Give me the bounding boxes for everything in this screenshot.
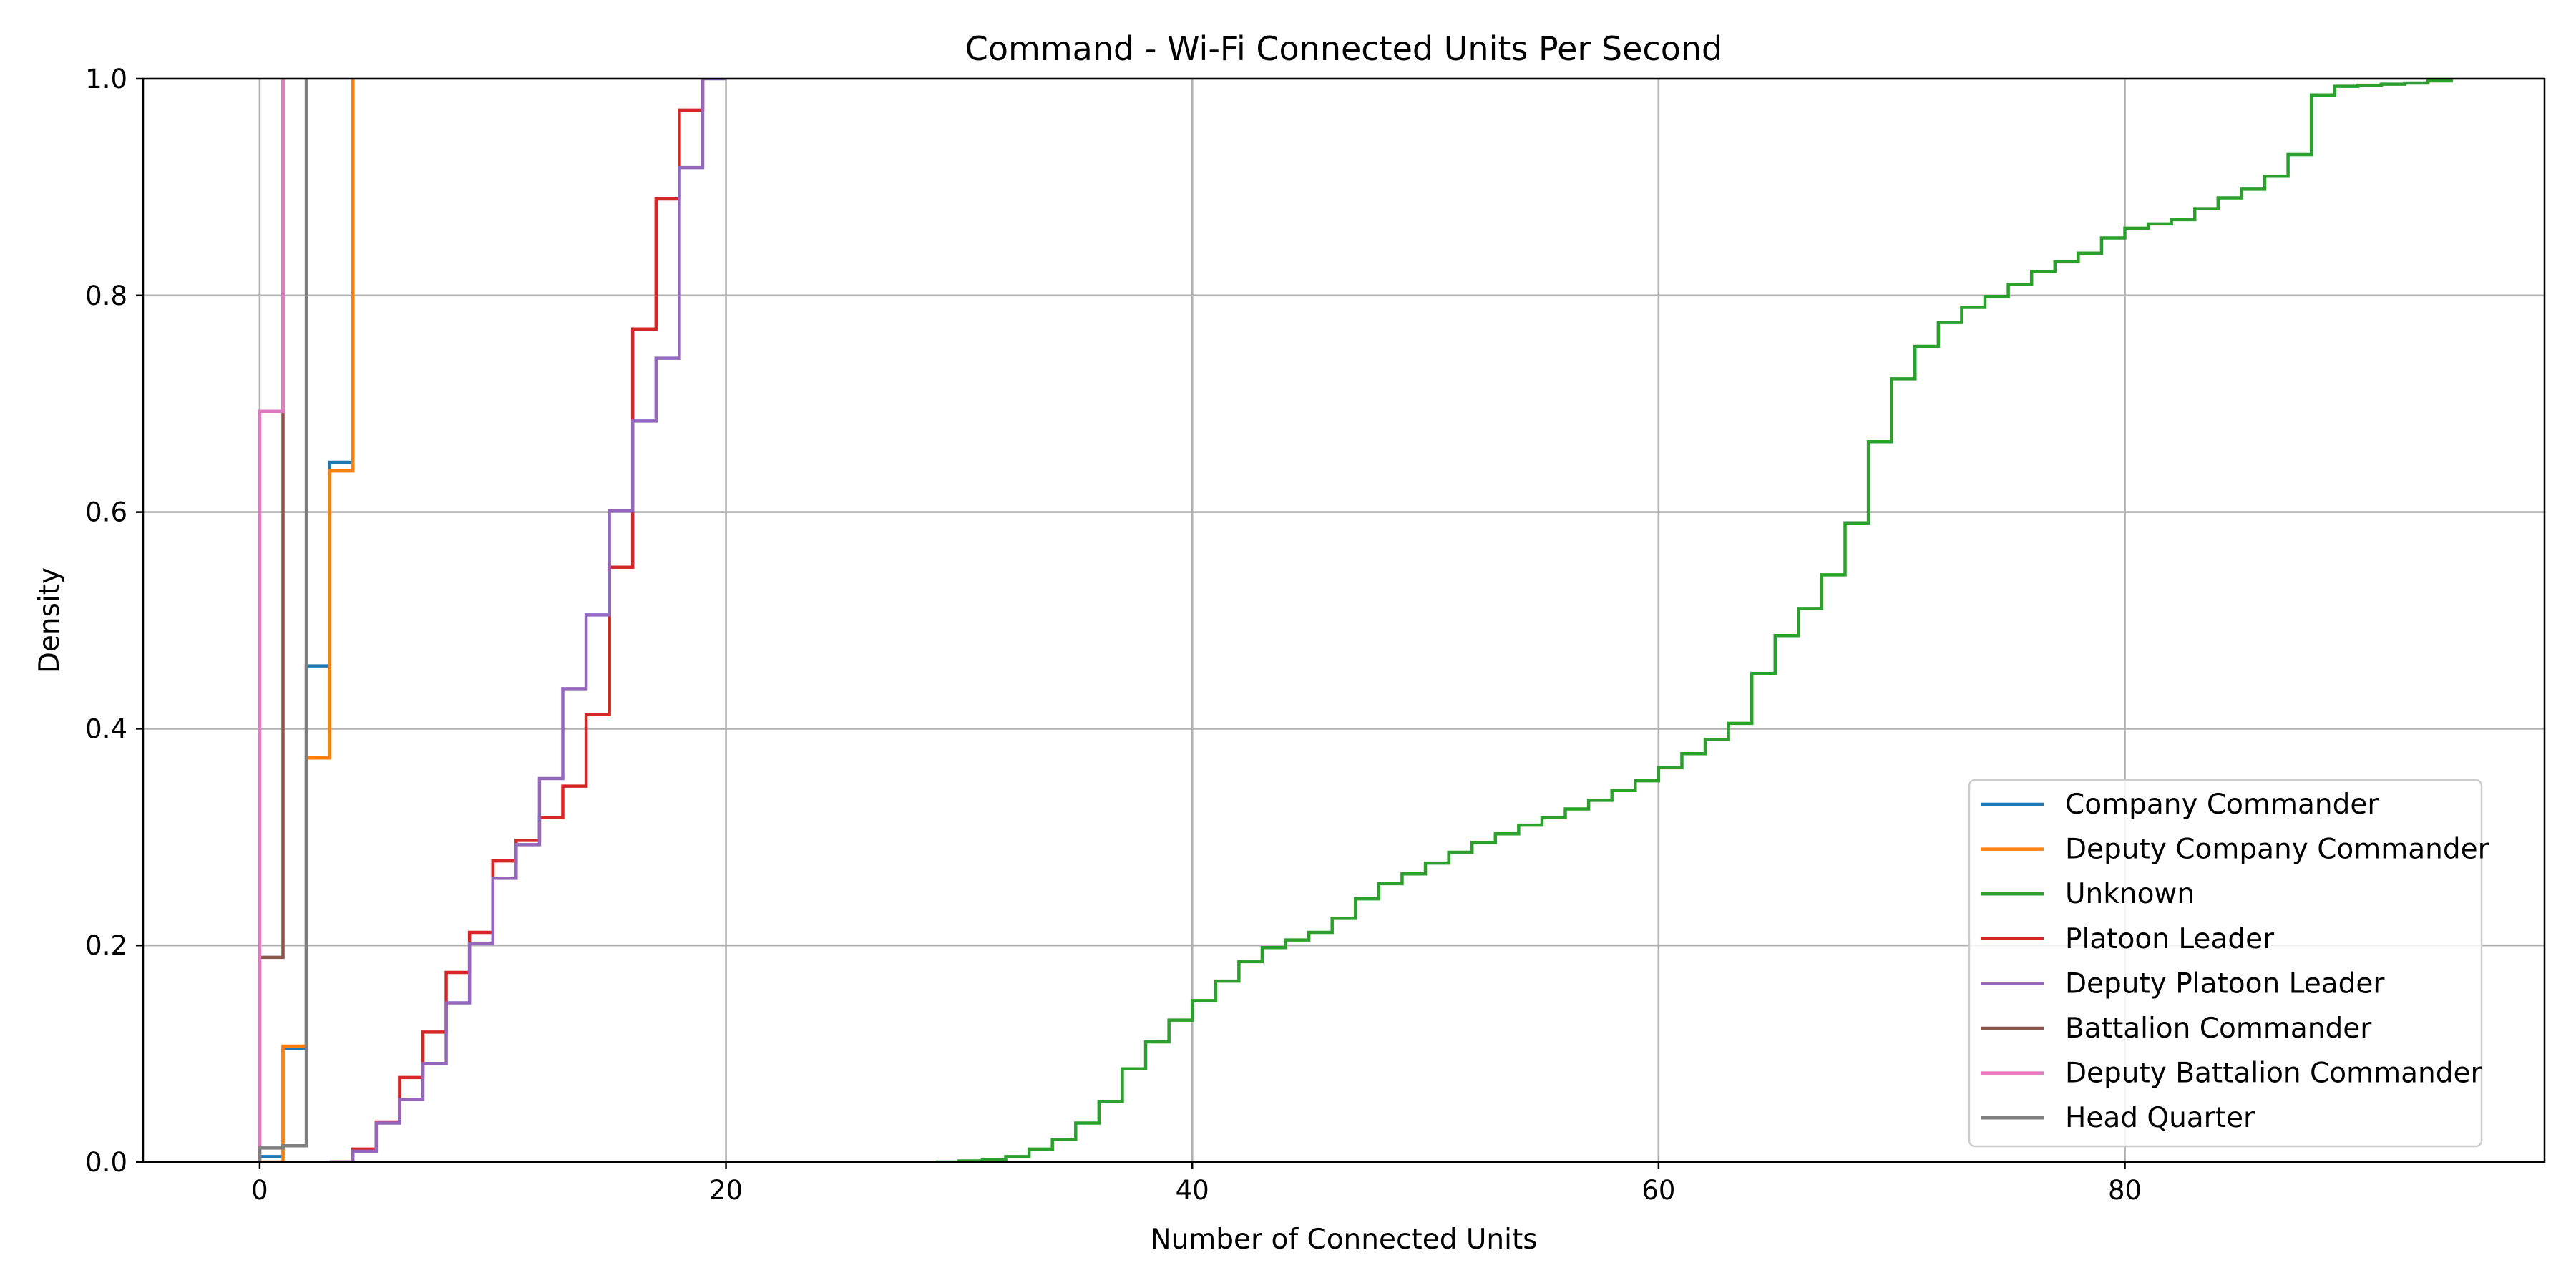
x-tick-label: 0 <box>251 1175 268 1206</box>
series-line-battalion-commander <box>258 79 285 1162</box>
legend-item-deputy-platoon-leader: Deputy Platoon Leader <box>1981 967 2385 1000</box>
legend-item-deputy-company-commander: Deputy Company Commander <box>1981 834 2490 866</box>
legend-label: Platoon Leader <box>2065 923 2275 955</box>
plot-frame <box>142 77 2546 1163</box>
series-layer <box>258 79 2453 1162</box>
series-line-unknown <box>935 79 2453 1162</box>
y-tick-labels: 0.0 0.2 0.4 0.6 0.8 1.0 <box>85 64 127 1178</box>
legend-item-platoon-leader: Platoon Leader <box>1981 923 2275 955</box>
legend-item-unknown: Unknown <box>1981 878 2195 910</box>
legend-label: Deputy Battalion Commander <box>2065 1058 2482 1090</box>
y-tick-label: 0.4 <box>85 713 127 744</box>
series-line-deputy-battalion-commander <box>258 79 285 1162</box>
legend-label: Head Quarter <box>2065 1102 2255 1134</box>
tick-marks <box>136 77 2126 1169</box>
x-tick-label: 20 <box>709 1175 743 1206</box>
chart-title: Command - Wi-Fi Connected Units Per Seco… <box>965 29 1722 68</box>
legend-label: Battalion Commander <box>2065 1013 2372 1045</box>
legend-item-battalion-commander: Battalion Commander <box>1981 1013 2372 1045</box>
legend-box <box>1968 779 2483 1148</box>
legend-item-head-quarter: Head Quarter <box>1981 1102 2255 1134</box>
series-line-deputy-platoon-leader <box>329 79 726 1162</box>
legend-label: Deputy Company Commander <box>2065 834 2490 866</box>
series-line-platoon-leader <box>329 79 705 1162</box>
legend-label: Deputy Platoon Leader <box>2065 967 2385 1000</box>
legend-item-company-commander: Company Commander <box>1981 789 2379 821</box>
legend-label: Company Commander <box>2065 789 2379 821</box>
x-tick-label: 40 <box>1176 1175 1209 1206</box>
x-tick-label: 80 <box>2108 1175 2142 1206</box>
y-tick-label: 0.6 <box>85 497 127 528</box>
series-line-head-quarter <box>258 79 308 1162</box>
y-tick-label: 0.8 <box>85 280 127 311</box>
legend-item-deputy-battalion-commander: Deputy Battalion Commander <box>1981 1058 2482 1090</box>
y-axis-label: Density <box>34 567 66 673</box>
x-tick-label: 60 <box>1641 1175 1675 1206</box>
legend-label: Unknown <box>2065 878 2195 910</box>
legend: Company Commander Deputy Company Commande… <box>1968 779 2490 1148</box>
y-tick-label: 0.0 <box>85 1147 127 1178</box>
x-axis-label: Number of Connected Units <box>1150 1224 1537 1256</box>
y-tick-label: 1.0 <box>85 64 127 94</box>
x-tick-labels: 0 20 40 60 80 <box>251 1175 2142 1206</box>
y-tick-label: 0.2 <box>85 930 127 961</box>
